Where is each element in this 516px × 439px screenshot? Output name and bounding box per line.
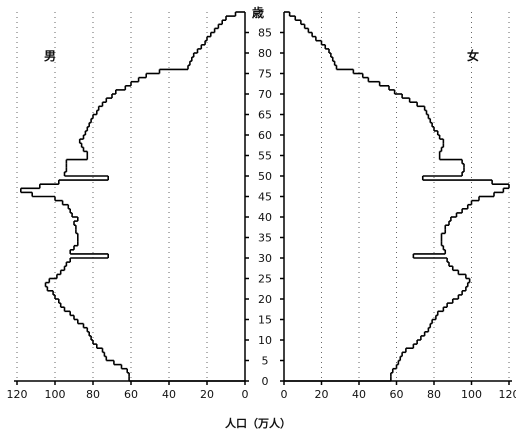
female-x-tick-label: 40 — [352, 388, 366, 401]
female-x-tick-label: 120 — [499, 388, 516, 401]
female-x-tick-label: 100 — [461, 388, 482, 401]
age-axis-label: 歳 — [252, 5, 264, 20]
age-tick-label: 70 — [258, 88, 272, 101]
male-panel-label: 男 — [44, 49, 56, 63]
female-x-tick-label: 20 — [315, 388, 329, 401]
male-x-tick-label: 0 — [242, 388, 249, 401]
age-tick-label: 10 — [258, 334, 272, 347]
age-tick-label: 50 — [258, 170, 272, 183]
age-tick-label: 75 — [258, 68, 272, 81]
tick-labels: 1201008060402000204060801001200510152025… — [7, 27, 516, 402]
pyramid-series — [19, 11, 510, 382]
age-tick-label: 20 — [258, 293, 272, 306]
female-x-tick-label: 0 — [281, 388, 288, 401]
male-x-tick-label: 80 — [86, 388, 100, 401]
male-x-tick-label: 40 — [162, 388, 176, 401]
age-tick-label: 45 — [258, 191, 272, 204]
male-x-tick-label: 120 — [7, 388, 28, 401]
female-panel-label: 女 — [467, 48, 479, 63]
age-tick-label: 65 — [258, 109, 272, 122]
female-x-tick-label: 80 — [427, 388, 441, 401]
age-tick-label: 60 — [258, 129, 272, 142]
age-tick-label: 15 — [258, 314, 272, 327]
age-tick-label: 40 — [258, 211, 272, 224]
male-x-tick-label: 60 — [124, 388, 138, 401]
age-tick-label: 0 — [262, 375, 269, 388]
x-axis-label: 人口（万人） — [225, 416, 291, 430]
age-tick-label: 5 — [262, 355, 269, 368]
female-x-tick-label: 60 — [390, 388, 404, 401]
age-tick-label: 80 — [258, 47, 272, 60]
male-x-tick-label: 100 — [45, 388, 66, 401]
age-tick-label: 35 — [258, 232, 272, 245]
age-tick-label: 25 — [258, 273, 272, 286]
age-tick-label: 30 — [258, 252, 272, 265]
age-tick-label: 55 — [258, 150, 272, 163]
male-x-tick-label: 20 — [200, 388, 214, 401]
age-tick-label: 85 — [258, 27, 272, 40]
